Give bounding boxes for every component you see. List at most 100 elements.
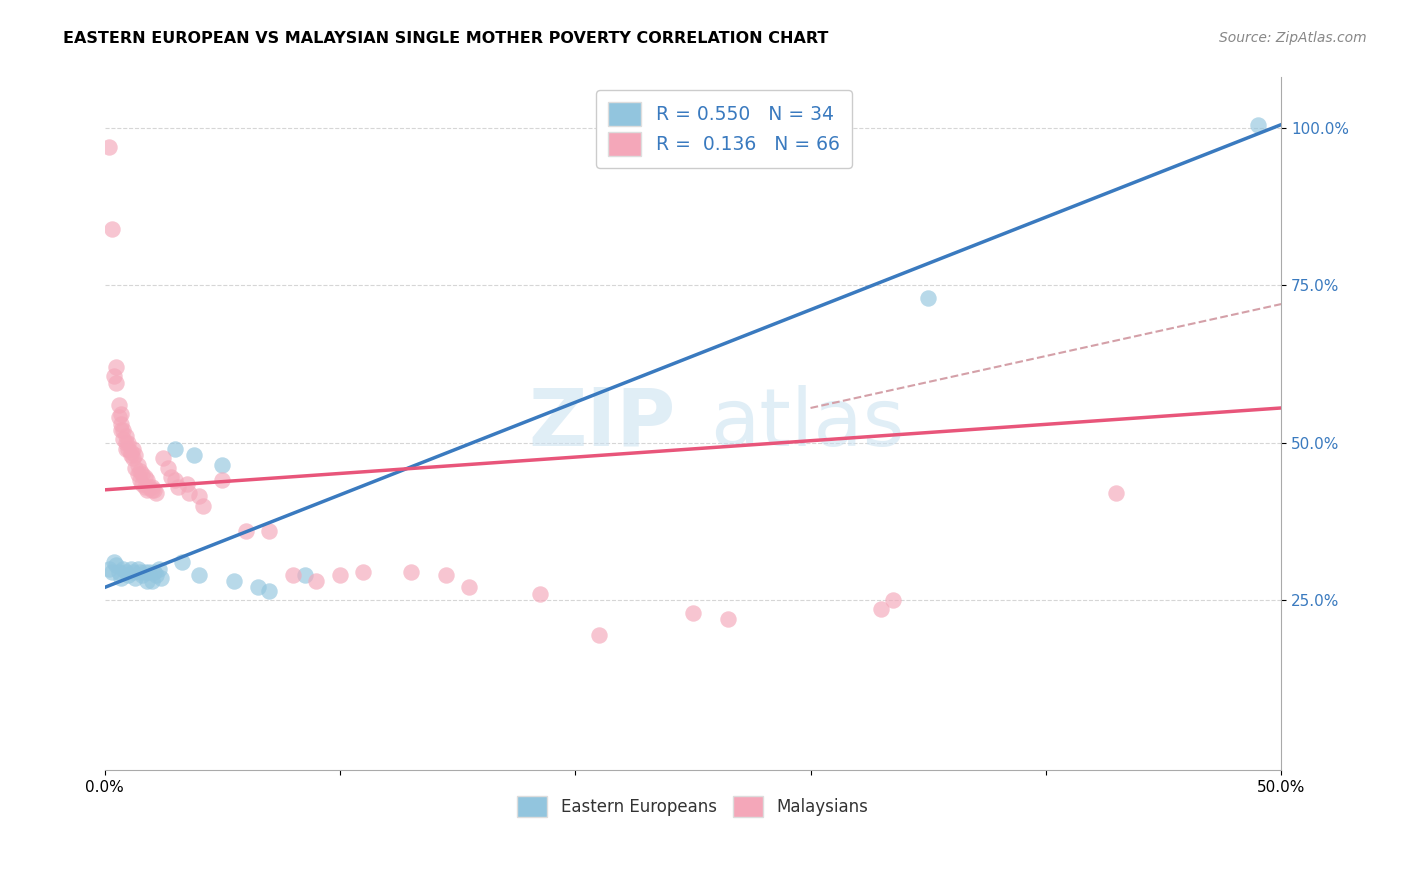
Point — [305, 574, 328, 588]
Point — [145, 567, 167, 582]
Point — [100, 565, 122, 579]
Text: atlas: atlas — [710, 384, 905, 463]
Point — [148, 561, 170, 575]
Point — [458, 581, 481, 595]
Point — [117, 435, 139, 450]
Point — [127, 467, 149, 481]
Point — [136, 483, 159, 497]
Point — [105, 376, 128, 390]
Point — [129, 474, 152, 488]
Point — [141, 574, 163, 588]
Point — [115, 429, 138, 443]
Point — [110, 407, 132, 421]
Point — [122, 451, 145, 466]
Point — [187, 567, 209, 582]
Point — [682, 606, 704, 620]
Point — [115, 565, 138, 579]
Text: EASTERN EUROPEAN VS MALAYSIAN SINGLE MOTHER POVERTY CORRELATION CHART: EASTERN EUROPEAN VS MALAYSIAN SINGLE MOT… — [63, 31, 828, 46]
Point — [107, 398, 129, 412]
Point — [143, 483, 166, 497]
Point — [105, 359, 128, 374]
Point — [294, 567, 316, 582]
Point — [100, 221, 122, 235]
Point — [120, 445, 142, 459]
Point — [399, 565, 422, 579]
Point — [165, 474, 187, 488]
Point — [187, 489, 209, 503]
Point — [134, 565, 156, 579]
Point — [143, 565, 166, 579]
Point — [124, 448, 146, 462]
Point — [136, 574, 159, 588]
Point — [122, 565, 145, 579]
Point — [434, 567, 457, 582]
Point — [141, 480, 163, 494]
Point — [98, 561, 121, 575]
Point — [136, 474, 159, 488]
Point — [103, 369, 125, 384]
Point — [110, 423, 132, 437]
Point — [353, 565, 375, 579]
Point — [112, 561, 135, 575]
Text: Source: ZipAtlas.com: Source: ZipAtlas.com — [1219, 31, 1367, 45]
Point — [107, 410, 129, 425]
Point — [917, 291, 939, 305]
Point — [124, 571, 146, 585]
Point — [145, 486, 167, 500]
Point — [124, 460, 146, 475]
Point — [117, 567, 139, 582]
Point — [259, 524, 281, 538]
Point — [193, 499, 215, 513]
Point — [122, 442, 145, 456]
Point — [165, 442, 187, 456]
Point — [127, 458, 149, 472]
Point — [529, 587, 551, 601]
Point — [183, 448, 205, 462]
Point — [105, 558, 128, 573]
Point — [870, 602, 893, 616]
Point — [110, 417, 132, 431]
Point — [588, 627, 610, 641]
Point — [138, 480, 160, 494]
Point — [131, 476, 153, 491]
Point — [235, 524, 257, 538]
Point — [246, 581, 269, 595]
Point — [211, 458, 233, 472]
Point — [110, 571, 132, 585]
Point — [141, 483, 163, 497]
Point — [159, 470, 181, 484]
Point — [120, 448, 142, 462]
Point — [717, 612, 740, 626]
Point — [179, 486, 201, 500]
Point — [157, 460, 180, 475]
Point — [176, 476, 198, 491]
Point — [115, 435, 138, 450]
Point — [1246, 118, 1268, 132]
Point — [281, 567, 304, 582]
Point — [222, 574, 245, 588]
Point — [134, 470, 156, 484]
Point — [1105, 486, 1128, 500]
Point — [131, 567, 153, 582]
Point — [129, 565, 152, 579]
Point — [329, 567, 352, 582]
Point — [117, 442, 139, 456]
Point — [131, 467, 153, 481]
Point — [172, 555, 194, 569]
Point — [120, 561, 142, 575]
Point — [211, 474, 233, 488]
Text: ZIP: ZIP — [529, 384, 675, 463]
Point — [166, 480, 188, 494]
Point — [115, 442, 138, 456]
Point — [98, 139, 121, 153]
Point — [129, 464, 152, 478]
Legend: Eastern Europeans, Malaysians: Eastern Europeans, Malaysians — [510, 789, 875, 824]
Point — [103, 555, 125, 569]
Point — [138, 565, 160, 579]
Point — [259, 583, 281, 598]
Point — [112, 433, 135, 447]
Point — [134, 480, 156, 494]
Point — [150, 571, 173, 585]
Point — [112, 423, 135, 437]
Point — [882, 593, 904, 607]
